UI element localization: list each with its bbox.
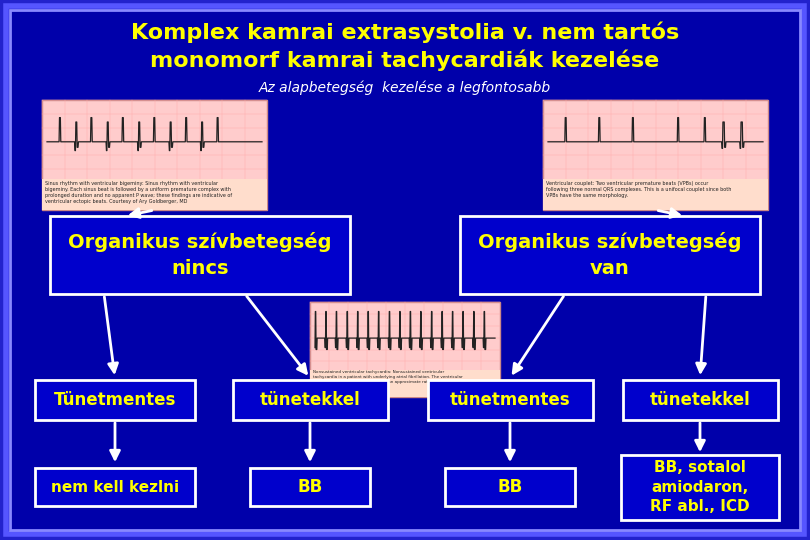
Bar	[50, 216, 350, 294]
Bar	[543, 100, 768, 210]
Bar	[460, 216, 760, 294]
Bar	[445, 468, 575, 506]
Bar	[42, 179, 267, 210]
Text: nem kell kezlni: nem kell kezlni	[51, 480, 179, 495]
Text: Sinus rhythm with ventricular bigeminy: Sinus rhythm with ventricular
bigeminy. : Sinus rhythm with ventricular bigeminy: …	[45, 181, 232, 204]
Bar	[310, 370, 500, 397]
Text: tünetekkel: tünetekkel	[260, 391, 360, 409]
Text: tünetekkel: tünetekkel	[650, 391, 750, 409]
Text: Organikus szívbetegség
van: Organikus szívbetegség van	[478, 233, 742, 278]
Text: tünetmentes: tünetmentes	[450, 391, 570, 409]
Text: Tünetmentes: Tünetmentes	[53, 391, 177, 409]
Bar	[310, 302, 500, 397]
Text: Az alapbetegség  kezelése a legfontosabb: Az alapbetegség kezelése a legfontosabb	[259, 81, 551, 95]
Text: BB, sotalol
amiodaron,
RF abl., ICD: BB, sotalol amiodaron, RF abl., ICD	[650, 460, 750, 514]
Bar	[232, 380, 387, 420]
Text: BB: BB	[297, 478, 322, 496]
Text: Organikus szívbetegség
nincs: Organikus szívbetegség nincs	[68, 233, 332, 278]
Bar	[428, 380, 592, 420]
Bar	[543, 179, 768, 210]
Text: BB: BB	[497, 478, 522, 496]
Text: Ventricular couplet: Two ventricular premature beats (VPBs) occur
following thre: Ventricular couplet: Two ventricular pre…	[546, 181, 731, 198]
Bar	[623, 380, 778, 420]
Bar	[42, 100, 267, 210]
Text: Nonsustained ventricular tachycardia: Nonsustained ventricular
tachycardia in a : Nonsustained ventricular tachycardia: No…	[313, 370, 467, 388]
Bar	[621, 455, 779, 519]
Bar	[35, 468, 195, 506]
Bar	[35, 380, 195, 420]
Bar	[250, 468, 370, 506]
Text: Komplex kamrai extrasystolia v. nem tartós: Komplex kamrai extrasystolia v. nem tart…	[131, 21, 679, 43]
Text: monomorf kamrai tachycardiák kezelése: monomorf kamrai tachycardiák kezelése	[151, 49, 659, 71]
